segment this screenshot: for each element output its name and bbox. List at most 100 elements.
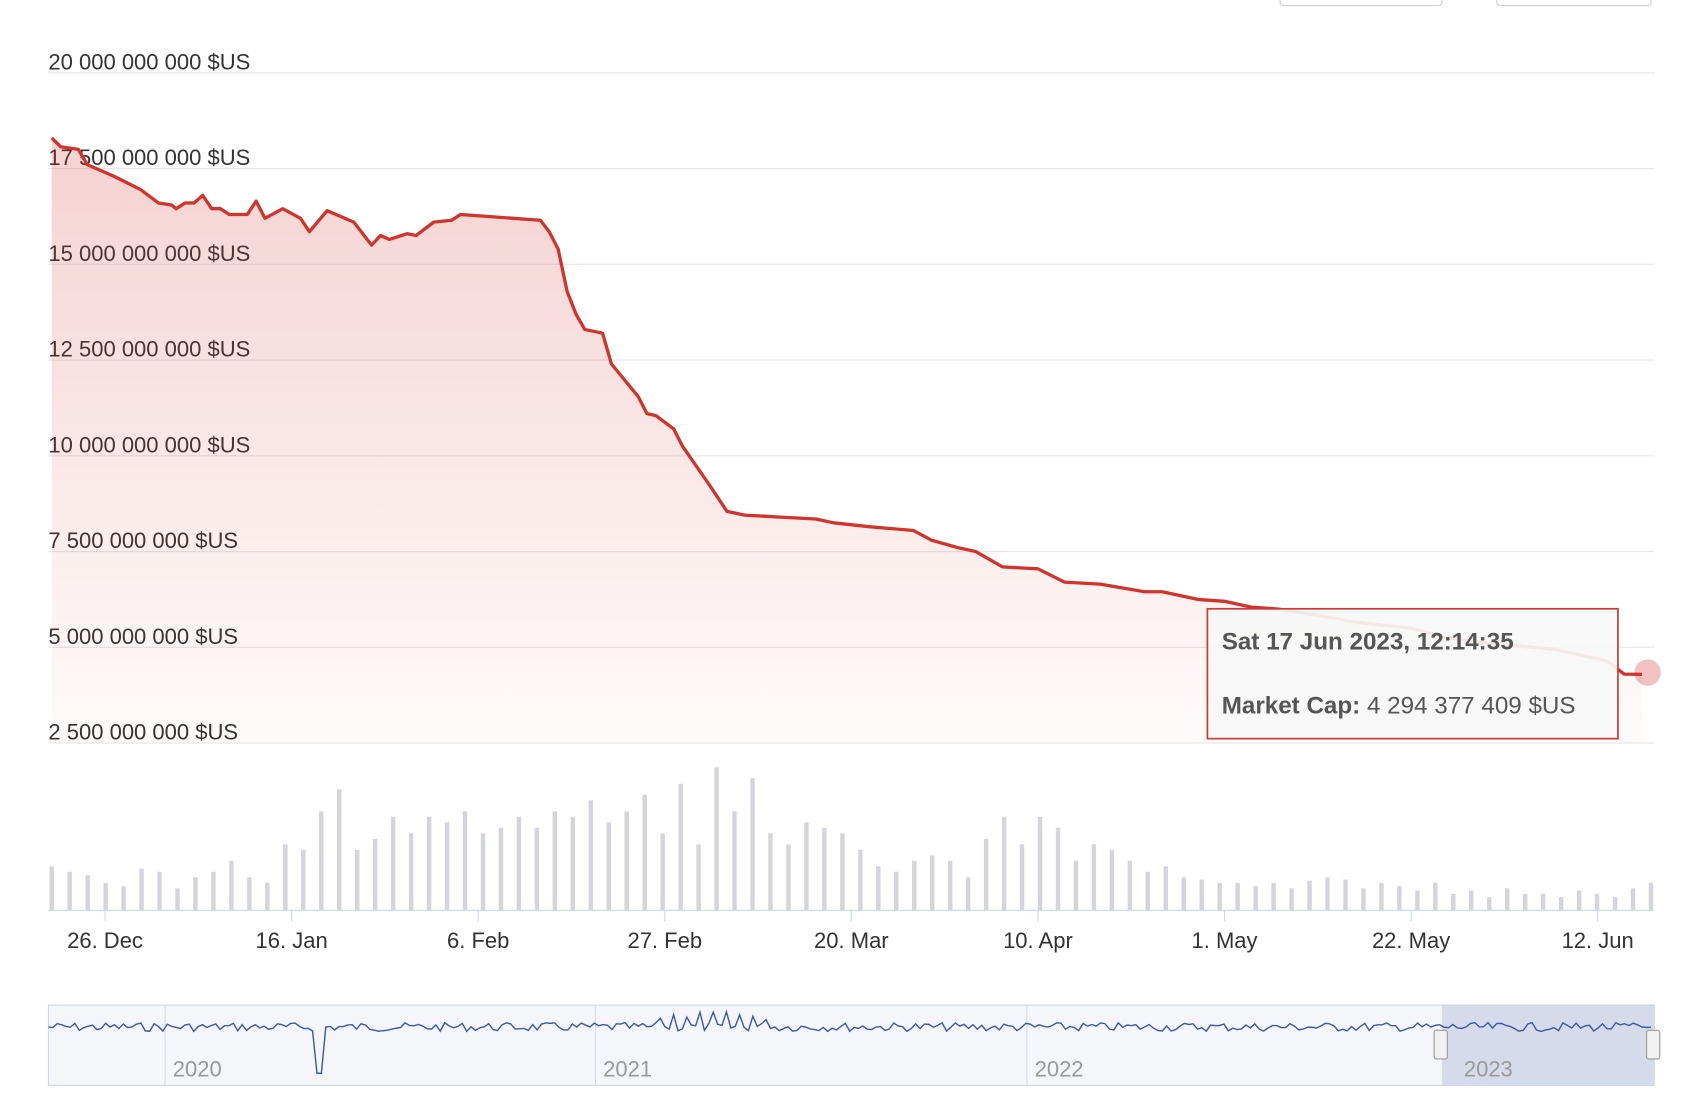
volume-bar [642,794,647,911]
volume-bar [1558,897,1564,911]
volume-bar [894,871,899,911]
volume-bar [732,811,737,911]
volume-bar [822,827,827,911]
volume-bar [804,822,809,911]
range-button[interactable] [1496,0,1652,7]
volume-bar [372,838,378,911]
volume-bar [139,868,144,911]
volume-bar [714,767,719,911]
x-tick-label: 27. Feb [627,928,702,953]
x-tick-label: 1. May [1191,928,1257,953]
y-tick-label: 20 000 000 000 $US [48,49,250,74]
volume-bar [1001,816,1007,911]
tooltip-box [1206,607,1619,740]
x-tick-label: 16. Jan [256,928,328,953]
volume-bar [1091,844,1097,911]
volume-bar [1037,816,1043,911]
volume-bar [175,888,180,911]
volume-bar [1253,886,1258,911]
volume-bar [229,860,234,911]
navigator-handle[interactable] [1433,1029,1448,1060]
volume-bar [498,827,504,911]
volume-bar [157,871,162,911]
volume-bar [947,860,953,911]
x-tick-label: 22. May [1372,928,1450,953]
x-tick-label: 6. Feb [447,928,509,953]
volume-bar [337,789,342,911]
volume-bar [408,833,414,911]
volume-bar [965,877,971,911]
volume-bar [1630,888,1636,911]
volume-bar [1540,893,1546,911]
tooltip-title: Sat 17 Jun 2023, 12:14:35 [1222,629,1514,656]
volume-bar [1415,890,1420,911]
volume-bar [1648,882,1654,911]
volume-bar [1289,888,1294,911]
tooltip-value: 4 294 377 409 $US [1367,692,1576,719]
x-tick-label: 20. Mar [814,928,889,953]
volume-bar [1469,890,1474,911]
volume-bar [426,816,432,911]
volume-bar [193,877,198,911]
volume-bar [1576,890,1582,911]
volume-bar [283,844,288,911]
volume-bar [355,849,360,911]
volume-bar [1361,888,1366,911]
navigator-selection[interactable] [1441,1005,1655,1086]
volume-bar [1181,877,1186,911]
volume-bar [1343,879,1348,911]
volume-bar [588,800,594,911]
volume-bar [570,816,576,911]
navigator-line [48,1009,1651,1074]
volume-bar [1073,860,1079,911]
volume-bar [1487,897,1492,911]
navigator-bg [47,1004,1655,1086]
volume-bar [606,822,611,911]
volume-bar [1271,882,1276,911]
volume-bar [1145,871,1151,911]
volume-bar [858,849,863,911]
volume-bar [696,844,701,911]
navigator-label: 2023 [1464,1057,1513,1082]
volume-bar [265,882,270,911]
volume-bar [1217,882,1222,911]
hover-marker [1634,659,1661,686]
volume-bar [1055,827,1061,911]
volume-bar [121,886,126,911]
volume-bar [1451,893,1456,911]
volume-bar [301,849,306,911]
volume-bar [319,811,324,911]
volume-bar [1307,880,1312,911]
volume-bar [390,816,396,911]
volume-bar [1199,879,1204,911]
volume-bar [624,811,629,911]
volume-bar [1163,866,1169,911]
navigator-label: 2022 [1035,1057,1084,1082]
area [51,137,1643,744]
x-tick-label: 26. Dec [67,928,143,953]
volume-bar [1379,882,1384,911]
navigator-handle[interactable] [1646,1029,1661,1060]
volume-bar [1505,888,1510,911]
volume-bar [534,827,540,911]
volume-bar [876,866,881,911]
volume-bar [750,778,755,911]
navigator-label: 2021 [603,1057,652,1082]
range-button[interactable] [1279,0,1443,7]
volume-bar [462,811,468,911]
volume-bar [516,816,522,911]
volume-bar [552,811,558,911]
volume-bar [1325,877,1330,911]
volume-bar [211,871,216,911]
volume-bar [1612,897,1618,911]
volume-bar [480,833,486,911]
volume-bar [786,844,791,911]
volume-bar [67,871,72,911]
volume-bar [444,822,450,911]
tooltip-row: Market Cap: 4 294 377 409 $US [1222,692,1576,719]
volume-bar [983,838,989,911]
volume-bar [1594,893,1600,911]
tooltip: Sat 17 Jun 2023, 12:14:35 Market Cap: 4 … [1206,607,1619,740]
volume-bar [1019,844,1025,911]
